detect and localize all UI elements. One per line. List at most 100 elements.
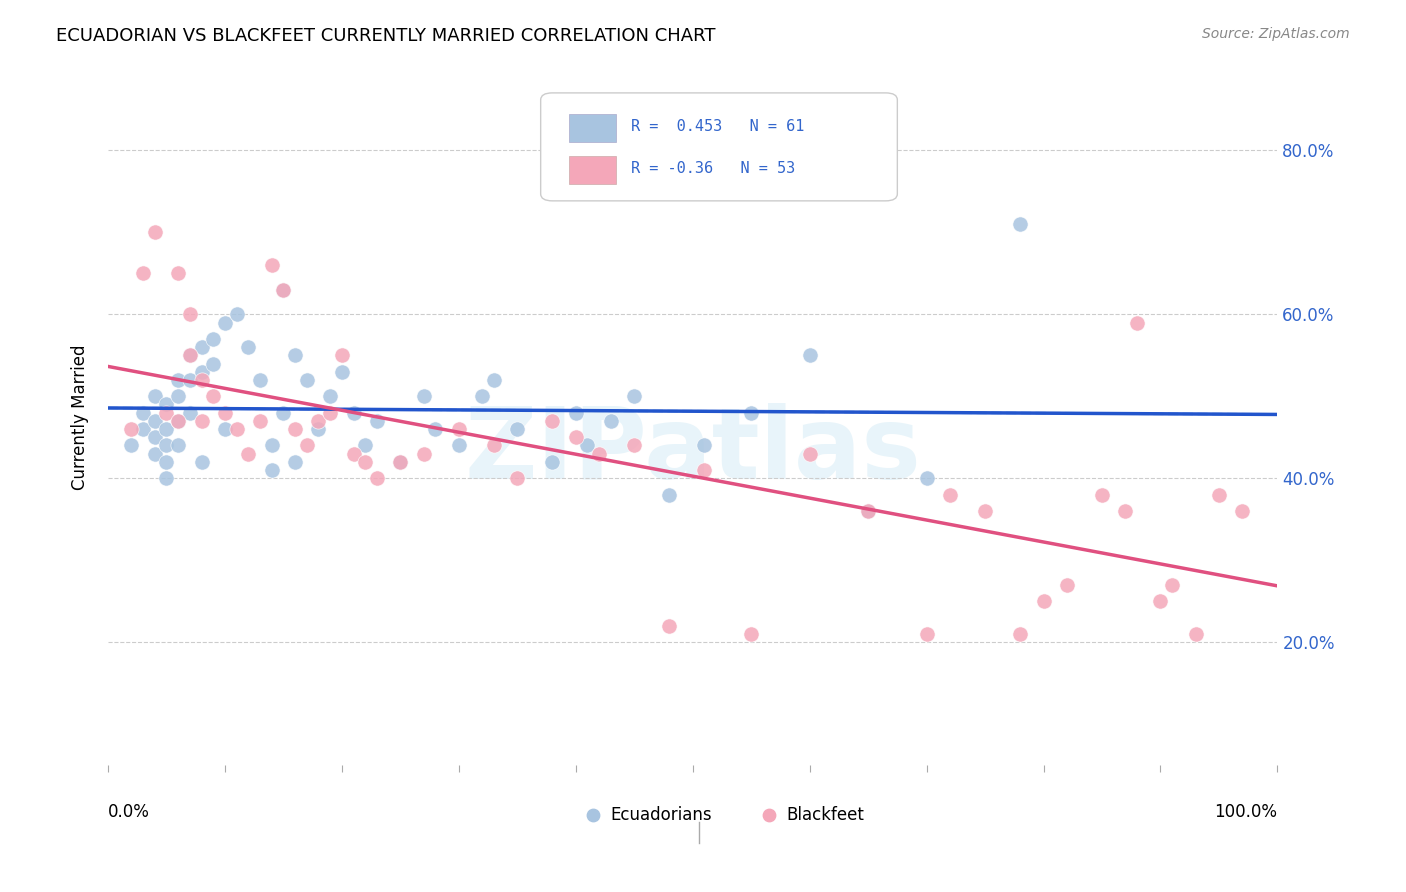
Point (249, 414, 271, 428)
Point (412, 447, 434, 461)
Point (167, 266, 190, 280)
Point (1010, 627, 1032, 641)
Point (167, 438, 190, 452)
Point (915, 627, 938, 641)
Point (1149, 594, 1171, 608)
Point (1010, 217, 1032, 231)
Point (354, 438, 377, 452)
Text: Ecuadorians: Ecuadorians (610, 806, 713, 824)
Point (856, 504, 879, 518)
Point (202, 389, 225, 403)
Point (260, 438, 283, 452)
Point (155, 397, 177, 411)
Point (202, 332, 225, 346)
Point (214, 406, 236, 420)
Point (120, 422, 142, 436)
Point (308, 414, 330, 428)
Point (190, 365, 212, 379)
Point (693, 438, 716, 452)
Point (1208, 488, 1230, 502)
Point (167, 373, 190, 387)
Point (758, 858, 780, 872)
Point (658, 618, 681, 632)
Point (143, 447, 166, 461)
Point (939, 488, 962, 502)
Point (354, 455, 377, 469)
Point (506, 471, 529, 485)
Point (167, 389, 190, 403)
Point (273, 406, 295, 420)
Point (225, 307, 247, 321)
Point (249, 373, 271, 387)
Point (308, 422, 330, 436)
Point (915, 471, 938, 485)
Point (799, 447, 821, 461)
Point (167, 414, 190, 428)
Point (576, 438, 599, 452)
Point (447, 422, 470, 436)
Point (179, 373, 201, 387)
Point (582, 858, 605, 872)
Point (155, 455, 177, 469)
Point (366, 471, 388, 485)
Point (120, 438, 142, 452)
Point (284, 455, 307, 469)
Point (1091, 488, 1114, 502)
Point (799, 348, 821, 362)
Point (1161, 578, 1184, 592)
Text: ZIPatlas: ZIPatlas (464, 403, 921, 500)
Point (541, 455, 564, 469)
Point (330, 348, 353, 362)
Point (260, 258, 283, 272)
Text: Source: ZipAtlas.com: Source: ZipAtlas.com (1202, 27, 1350, 41)
Text: 100.0%: 100.0% (1215, 804, 1278, 822)
Point (190, 455, 212, 469)
Point (1056, 578, 1078, 592)
Point (623, 389, 645, 403)
Point (155, 471, 177, 485)
Point (425, 422, 447, 436)
Point (1126, 316, 1149, 330)
Point (658, 488, 681, 502)
Point (179, 307, 201, 321)
Point (273, 283, 295, 297)
Point (564, 430, 586, 444)
Text: ECUADORIAN VS BLACKFEET CURRENTLY MARRIED CORRELATION CHART: ECUADORIAN VS BLACKFEET CURRENTLY MARRIE… (56, 27, 716, 45)
Point (319, 389, 342, 403)
Point (260, 463, 283, 477)
Point (482, 438, 505, 452)
Point (179, 348, 201, 362)
Point (143, 430, 166, 444)
Point (447, 438, 470, 452)
Point (214, 422, 236, 436)
Point (330, 365, 353, 379)
Point (202, 357, 225, 371)
Point (155, 422, 177, 436)
Point (179, 348, 201, 362)
FancyBboxPatch shape (569, 114, 616, 143)
Point (1184, 627, 1206, 641)
FancyBboxPatch shape (541, 93, 897, 201)
Point (143, 414, 166, 428)
Point (412, 389, 434, 403)
Text: R = -0.36   N = 53: R = -0.36 N = 53 (631, 161, 794, 176)
Point (155, 406, 177, 420)
Point (319, 406, 342, 420)
Point (132, 406, 155, 420)
Point (143, 389, 166, 403)
Point (190, 414, 212, 428)
Point (471, 389, 494, 403)
Point (389, 455, 412, 469)
Text: 0.0%: 0.0% (108, 804, 150, 822)
Point (273, 283, 295, 297)
Point (284, 348, 307, 362)
Point (238, 447, 260, 461)
FancyBboxPatch shape (569, 156, 616, 184)
Point (179, 406, 201, 420)
Point (295, 373, 318, 387)
Point (132, 422, 155, 436)
Point (225, 422, 247, 436)
Text: Blackfeet: Blackfeet (786, 806, 865, 824)
Point (342, 447, 364, 461)
Point (167, 414, 190, 428)
